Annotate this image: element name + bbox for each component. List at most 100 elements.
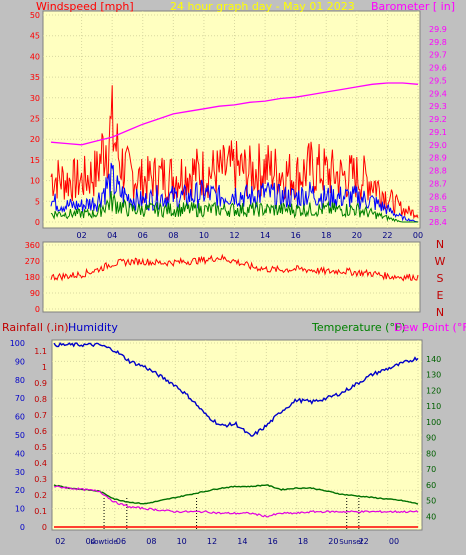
wind-direction-series (50, 253, 419, 282)
compass-label: N (436, 306, 444, 319)
temperature-tick-label: 90 (426, 434, 436, 443)
barometer-tick-label: 28.8 (429, 167, 447, 176)
windspeed-tick-label: 0 (35, 218, 40, 227)
dewpoint-axis-label: Dew Point (°F) (394, 321, 466, 334)
direction-tick-label: 0 (35, 305, 40, 314)
dewpoint-series (53, 485, 419, 518)
barometer-tick-label: 28.7 (429, 179, 447, 188)
x-tick-label: 18 (298, 537, 308, 546)
barometer-tick-label: 29.4 (429, 89, 447, 98)
plot-area (42, 241, 421, 313)
direction-tick-label: 360 (25, 241, 40, 250)
rainfall-tick-label: 1 (42, 363, 47, 372)
x-tick-label: 00 (413, 231, 423, 240)
temperature-tick-label: 50 (426, 497, 436, 506)
x-tick-label: 12 (229, 231, 239, 240)
windspeed-tick-label: 45 (30, 32, 40, 41)
direction-tick-label: 90 (30, 289, 40, 298)
temperature-tick-label: 70 (426, 465, 436, 474)
temperature-tick-label: 80 (426, 449, 436, 458)
compass-label: W (435, 255, 446, 268)
windspeed-tick-label: 40 (30, 52, 40, 61)
x-tick-label: 14 (237, 537, 247, 546)
humidity-series (53, 341, 419, 437)
humidity-tick-label: 20 (15, 486, 25, 495)
x-tick-label: 20 (328, 537, 338, 546)
x-tick-label: 16 (291, 231, 301, 240)
humidity-tick-label: 60 (15, 413, 25, 422)
barometer-tick-label: 29.3 (429, 102, 447, 111)
rainfall-tick-label: 0.5 (34, 443, 47, 452)
x-tick-label: 10 (199, 231, 209, 240)
temperature-tick-label: 60 (426, 481, 436, 490)
barometer-tick-label: 29.5 (429, 76, 447, 85)
barometer-tick-label: 29.1 (429, 128, 447, 137)
humidity-tick-label: 0 (20, 523, 25, 532)
temperature-tick-label: 140 (426, 355, 441, 364)
average-wind-series (50, 191, 418, 223)
plot-area (51, 339, 423, 531)
x-tick-label: 02 (76, 231, 86, 240)
wind-barometer-panel: Windspeed [mph] 24 hour graph day - May … (30, 0, 455, 240)
wind-gust-series (50, 85, 419, 220)
lowtide-label: Lowtide (90, 538, 117, 546)
x-tick-label: 04 (86, 537, 96, 546)
humidity-tick-label: 80 (15, 376, 25, 385)
x-tick-label: 12 (207, 537, 217, 546)
x-tick-label: 20 (352, 231, 362, 240)
barometer-tick-label: 29.9 (429, 25, 447, 34)
barometer-tick-label: 28.5 (429, 205, 447, 214)
rainfall-tick-label: 0 (42, 523, 47, 532)
rainfall-tick-label: 0.9 (34, 379, 47, 388)
rainfall-tick-label: 0.8 (34, 395, 47, 404)
x-tick-label: 22 (382, 231, 392, 240)
windspeed-tick-label: 30 (30, 94, 40, 103)
humidity-tick-label: 40 (15, 449, 25, 458)
x-tick-label: 00 (389, 537, 399, 546)
compass-label: N (436, 238, 444, 251)
temperature-tick-label: 130 (426, 371, 441, 380)
x-tick-label: 02 (55, 537, 65, 546)
humidity-tick-label: 10 (15, 505, 25, 514)
windspeed-tick-label: 5 (35, 197, 40, 206)
humidity-temperature-panel: Rainfall (.in) Humidity Temperature (°F)… (2, 321, 466, 546)
direction-tick-label: 180 (25, 273, 40, 282)
x-tick-label: 06 (116, 537, 126, 546)
windspeed-tick-label: 20 (30, 135, 40, 144)
x-tick-label: 18 (321, 231, 331, 240)
rainfall-tick-label: 0.6 (34, 427, 47, 436)
wind-speed-series (50, 162, 419, 223)
temperature-tick-label: 110 (426, 402, 441, 411)
x-tick-label: 08 (146, 537, 156, 546)
x-tick-label: 04 (107, 231, 117, 240)
barometer-tick-label: 29.6 (429, 64, 447, 73)
compass-label: S (437, 272, 444, 285)
windspeed-tick-label: 50 (30, 11, 40, 20)
x-tick-label: 16 (268, 537, 278, 546)
rainfall-tick-label: 1.1 (34, 347, 47, 356)
rainfall-tick-label: 0.7 (34, 411, 47, 420)
compass-label: E (437, 289, 444, 302)
temperature-axis-label: Temperature (°F) (311, 321, 406, 334)
humidity-tick-label: 30 (15, 468, 25, 477)
barometer-tick-label: 29.2 (429, 115, 447, 124)
x-tick-label: 10 (177, 537, 187, 546)
rainfall-tick-label: 0.1 (34, 507, 47, 516)
barometer-tick-label: 28.6 (429, 192, 447, 201)
temperature-tick-label: 100 (426, 418, 441, 427)
x-tick-label: 14 (260, 231, 270, 240)
rainfall-axis-label: Rainfall (.in) (2, 321, 69, 334)
barometer-tick-label: 29.8 (429, 38, 447, 47)
x-tick-label: 08 (168, 231, 178, 240)
humidity-tick-label: 70 (15, 394, 25, 403)
x-tick-label: 06 (138, 231, 148, 240)
barometer-tick-label: 29.7 (429, 51, 447, 60)
windspeed-tick-label: 10 (30, 177, 40, 186)
rainfall-tick-label: 0.2 (34, 491, 47, 500)
humidity-tick-label: 100 (10, 339, 25, 348)
x-tick-label: 22 (359, 537, 369, 546)
barometer-axis-label: Barometer [ in] (371, 0, 455, 13)
rainfall-tick-label: 0.3 (34, 475, 47, 484)
